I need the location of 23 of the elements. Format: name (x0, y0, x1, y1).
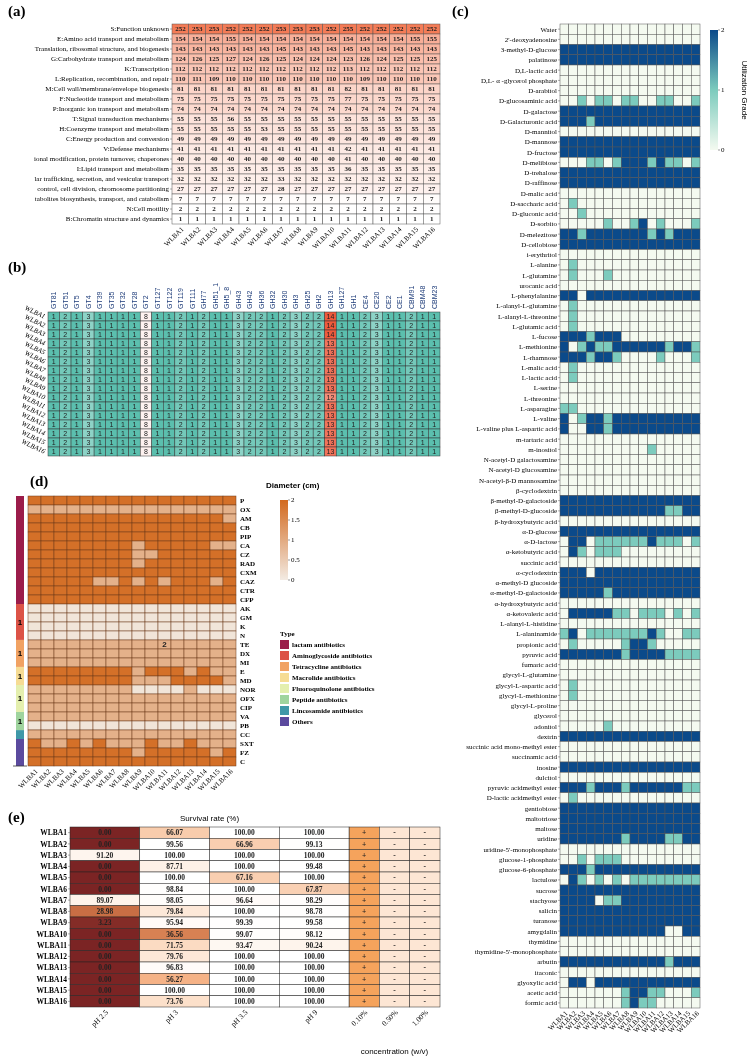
bar (16, 666, 24, 685)
bar (16, 712, 24, 731)
annotation: 1 (17, 649, 23, 659)
chart-title: (d) (30, 473, 49, 490)
annotation: 1 (17, 617, 23, 627)
color-bar-title: Utilization Grade (740, 60, 749, 121)
bar (16, 685, 24, 712)
bar (16, 739, 24, 766)
chart-title: (c) (452, 3, 469, 20)
chart-subtitle: Survival rate (%) (179, 814, 240, 823)
bar (16, 730, 24, 739)
text: (a) (8, 3, 26, 20)
chart-title: (e) (8, 809, 25, 826)
chart-title: (b) (8, 259, 27, 276)
annotation: 2 (162, 640, 168, 650)
bar (16, 496, 24, 604)
bar (16, 639, 24, 667)
bar (16, 604, 24, 640)
x-axis-title: concentration (w/v) (360, 1047, 429, 1056)
annotation: 1 (17, 671, 23, 681)
color-bar-title: Diameter (cm) (266, 481, 320, 490)
annotation: 1 (17, 716, 23, 726)
annotation: 1 (17, 694, 23, 704)
